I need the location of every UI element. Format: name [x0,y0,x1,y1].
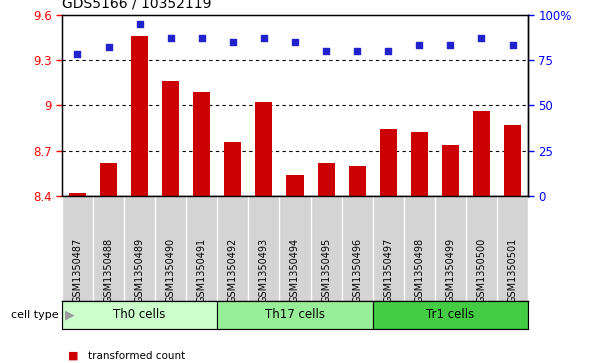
Point [259,35,268,41]
Point [104,44,113,50]
Text: Tr1 cells: Tr1 cells [426,309,474,321]
Bar [373,301,528,329]
Bar [349,166,366,196]
Point [477,35,486,41]
Point [197,35,206,41]
Bar [62,301,217,329]
Bar [287,175,303,196]
Bar [504,125,521,196]
Bar [217,301,373,329]
Point [508,42,517,48]
Text: Th17 cells: Th17 cells [265,309,325,321]
Point [322,48,331,54]
Bar [255,102,273,196]
Bar [194,92,210,196]
Text: transformed count: transformed count [88,351,186,361]
Bar [162,81,179,196]
Point [166,35,175,41]
Point [415,42,424,48]
Point [228,39,238,45]
Point [73,52,82,57]
Bar [131,36,148,196]
Text: Th0 cells: Th0 cells [113,309,166,321]
Point [352,48,362,54]
Bar [317,163,335,196]
Point [445,42,455,48]
Bar [411,132,428,196]
Bar [473,111,490,196]
Text: ■: ■ [68,351,78,361]
Bar [442,144,459,196]
Point [135,21,145,26]
Bar [224,142,241,196]
Point [384,48,393,54]
Text: cell type: cell type [11,310,59,320]
Bar [380,130,396,196]
Bar [69,193,86,196]
Text: GDS5166 / 10352119: GDS5166 / 10352119 [62,0,211,11]
Point [290,39,300,45]
Bar [100,163,117,196]
Text: ▶: ▶ [65,309,74,321]
